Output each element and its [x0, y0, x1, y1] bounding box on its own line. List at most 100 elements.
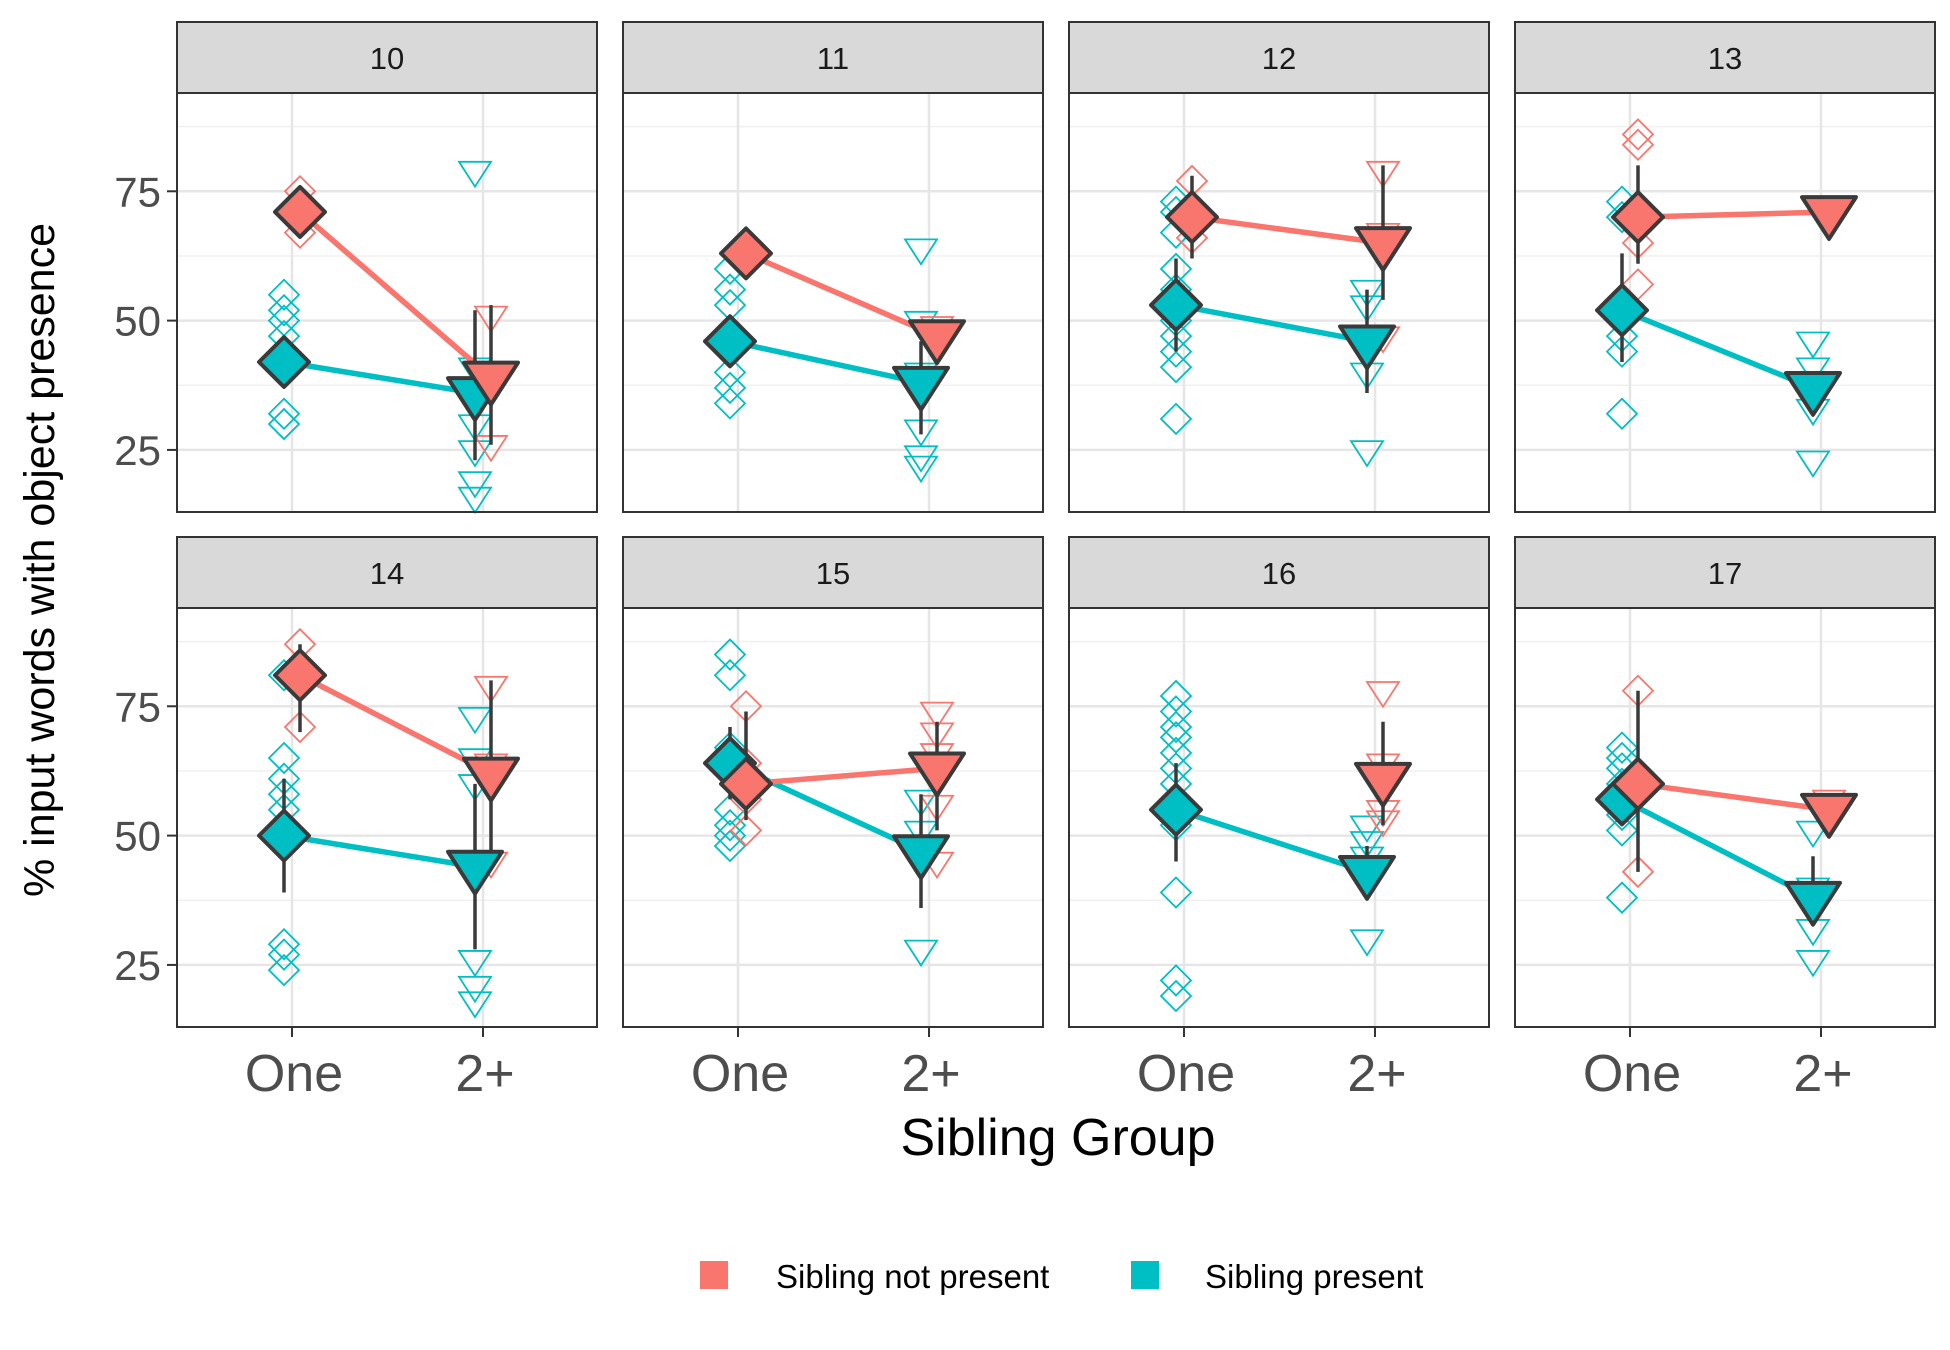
raw-point-sibling-present — [267, 741, 301, 775]
raw-point-sibling-present — [1349, 440, 1385, 468]
panel-background — [177, 608, 597, 1027]
panel-10: 10 25 50 75 — [114, 21, 598, 515]
raw-point-sibling-present — [713, 658, 747, 692]
series-line-sibling-not-present — [1637, 209, 1830, 220]
x-tick-label: One — [1583, 1045, 1681, 1103]
legend-key-present — [1131, 1261, 1159, 1289]
panel-border — [622, 607, 1044, 1028]
raw-point-sibling-present — [457, 160, 493, 189]
raw-point-sibling-not-present — [1621, 855, 1655, 889]
mean-point-sibling-present — [1149, 782, 1203, 837]
raw-point-sibling-present — [713, 638, 747, 671]
legend-label-not-present: Sibling not present — [776, 1258, 1049, 1295]
raw-point-sibling-present — [903, 238, 939, 266]
facet-strip — [176, 536, 598, 609]
panel-background — [1515, 93, 1935, 512]
panel-12: 12 — [1068, 21, 1490, 513]
raw-point-sibling-present — [267, 407, 301, 441]
panel-background — [623, 93, 1043, 512]
mean-point-sibling-present — [1595, 283, 1649, 338]
raw-point-sibling-present — [903, 789, 939, 818]
raw-point-sibling-present — [713, 829, 747, 863]
raw-point-sibling-present — [1795, 450, 1831, 478]
panel-background — [623, 608, 1043, 1027]
raw-point-sibling-present — [713, 273, 747, 306]
mean-point-sibling-present — [446, 849, 504, 896]
legend-key-not-present — [700, 1261, 728, 1289]
series-line-sibling-not-present — [298, 672, 493, 776]
y-tick-label: 75 — [114, 168, 161, 215]
panel-border — [176, 92, 598, 513]
facet-label: 17 — [1708, 556, 1742, 591]
raw-point-sibling-present — [903, 939, 939, 968]
panel-11: 11 — [622, 21, 1044, 513]
raw-point-sibling-present — [457, 991, 493, 1019]
facet-label: 13 — [1708, 41, 1742, 76]
raw-point-sibling-present — [1159, 695, 1193, 728]
facet-label: 16 — [1262, 556, 1296, 591]
panel-border — [176, 607, 598, 1028]
raw-point-sibling-present — [267, 938, 301, 971]
raw-point-sibling-present — [1795, 331, 1831, 359]
raw-point-sibling-present — [267, 397, 301, 430]
raw-point-sibling-present — [1349, 831, 1385, 859]
mean-point-sibling-not-present — [1800, 792, 1858, 839]
raw-point-sibling-present — [1605, 731, 1639, 764]
y-tick-label: 25 — [114, 942, 161, 989]
mean-point-sibling-present — [257, 334, 311, 389]
mean-point-sibling-present — [1338, 854, 1396, 901]
panel-border — [622, 92, 1044, 513]
panel-16: 16 One 2+ — [1068, 536, 1490, 1103]
y-tick-label: 50 — [114, 813, 161, 860]
raw-point-sibling-not-present — [1621, 118, 1655, 151]
raw-point-sibling-not-present — [1365, 681, 1401, 709]
panel-17: 17 One 2+ — [1514, 536, 1936, 1103]
mean-point-sibling-present — [1784, 371, 1842, 417]
x-tick-label: One — [691, 1045, 789, 1103]
raw-point-sibling-present — [457, 950, 493, 978]
panel-border — [1068, 607, 1490, 1028]
raw-point-sibling-present — [1349, 815, 1385, 843]
raw-point-sibling-not-present — [1621, 128, 1655, 162]
raw-point-sibling-present — [1795, 357, 1831, 385]
raw-point-sibling-present — [1159, 710, 1193, 744]
raw-point-sibling-present — [267, 278, 301, 312]
mean-point-sibling-not-present — [908, 751, 966, 798]
raw-point-sibling-present — [457, 486, 493, 515]
y-tick-label: 50 — [114, 298, 161, 345]
mean-point-sibling-not-present — [273, 648, 327, 703]
raw-point-sibling-present — [1605, 881, 1639, 914]
facet-label: 15 — [816, 556, 850, 591]
raw-point-sibling-present — [1159, 964, 1193, 997]
mean-point-sibling-not-present — [1354, 226, 1412, 273]
facet-strip — [176, 21, 598, 94]
mean-point-sibling-not-present — [273, 184, 327, 239]
series-line-sibling-present — [1175, 302, 1368, 344]
mean-point-sibling-present — [892, 834, 950, 881]
panel-background — [177, 93, 597, 512]
legend-label-present: Sibling present — [1205, 1258, 1423, 1295]
mean-point-sibling-not-present — [462, 756, 520, 803]
facet-label: 14 — [370, 556, 404, 591]
legend: Sibling not present Sibling present — [700, 1258, 1423, 1295]
mean-point-sibling-present — [703, 314, 757, 369]
series-line-sibling-present — [283, 359, 476, 396]
raw-point-sibling-not-present — [1365, 160, 1401, 189]
raw-point-sibling-present — [1159, 402, 1193, 436]
series-line-sibling-present — [1620, 307, 1815, 391]
x-tick-label: 2+ — [455, 1045, 514, 1103]
panel-border — [1514, 92, 1936, 513]
panel-15: 15 One 2+ — [622, 536, 1044, 1103]
panel-border — [1068, 92, 1490, 513]
panels-layer: 10 25 50 75 11 12 13 14 25 50 75 One 2+ 15 One 2+ 16 One 2… — [114, 21, 1936, 1103]
raw-point-sibling-present — [1159, 335, 1193, 368]
raw-point-sibling-present — [1795, 950, 1831, 978]
series-line-sibling-not-present — [745, 765, 938, 787]
raw-point-sibling-present — [457, 975, 493, 1004]
raw-point-sibling-present — [903, 455, 939, 484]
mean-point-sibling-not-present — [908, 319, 966, 366]
raw-point-sibling-present — [267, 927, 301, 961]
mean-point-sibling-not-present — [1611, 190, 1665, 245]
raw-point-sibling-present — [1159, 876, 1193, 909]
